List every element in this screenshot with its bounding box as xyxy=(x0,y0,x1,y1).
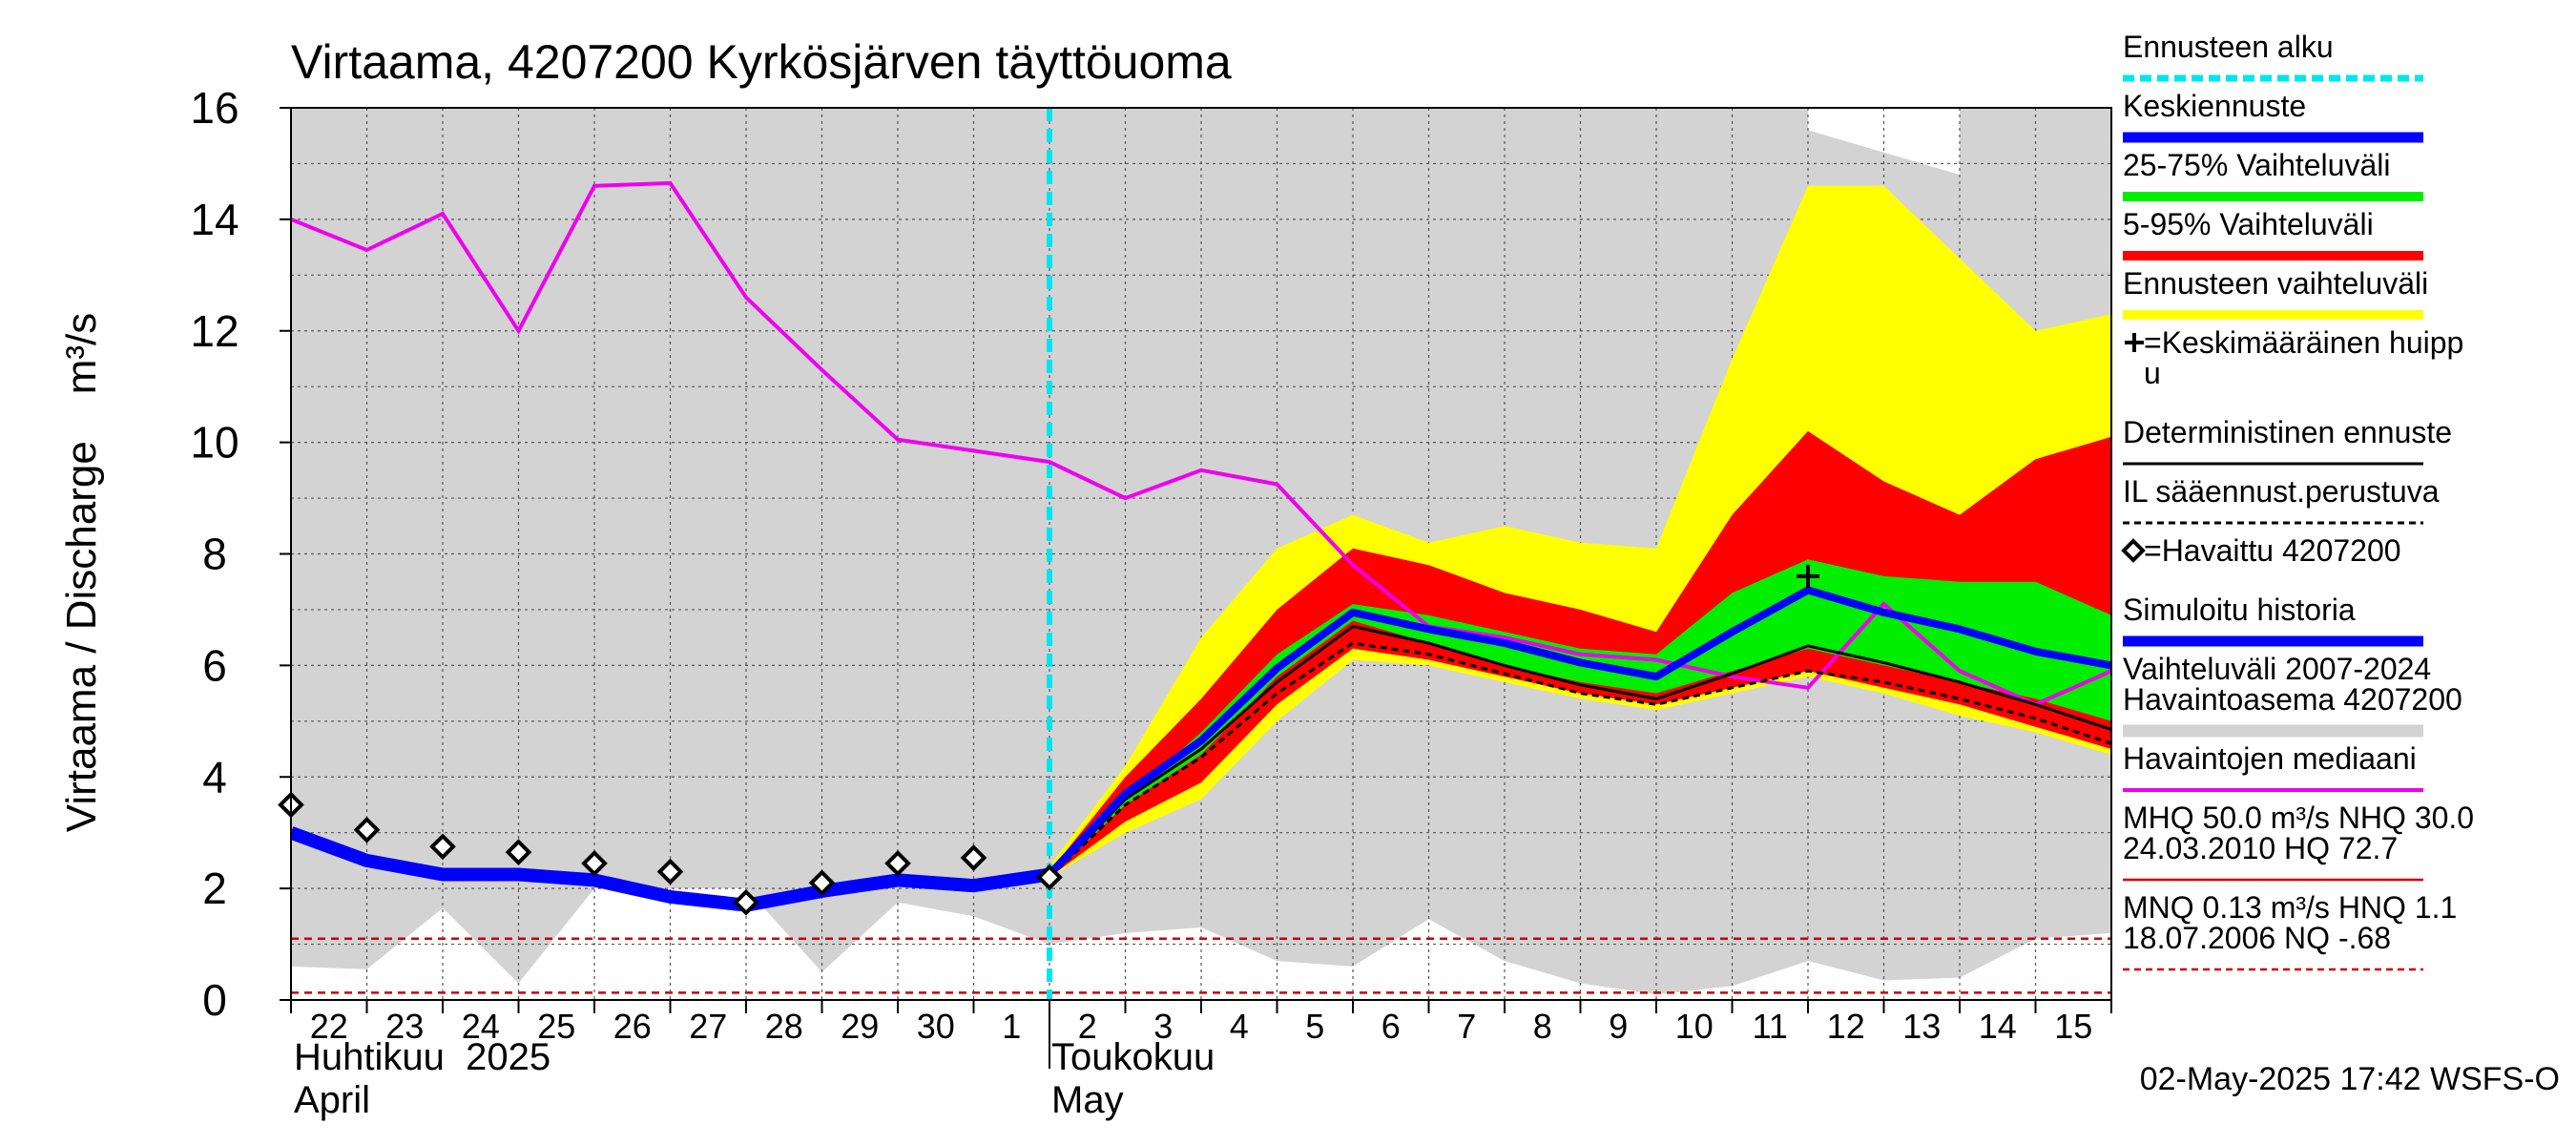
month-label-april-fi: Huhtikuu 2025 xyxy=(294,1036,551,1078)
deterministic-line xyxy=(1048,624,2111,879)
legend-label: Ennusteen vaihteluväli xyxy=(2123,266,2428,301)
plot-area xyxy=(278,107,2112,1001)
y-tick-label: 14 xyxy=(190,195,239,244)
legend-label: Havaintoasema 4207200 xyxy=(2123,682,2462,717)
observed-point xyxy=(581,849,608,877)
y-tick-label: 10 xyxy=(190,418,239,468)
forecast-range-band xyxy=(1049,185,2111,878)
x-tick-label: 24 xyxy=(462,1007,500,1046)
x-tick-label: 2 xyxy=(1078,1007,1097,1046)
x-tick-label: 9 xyxy=(1609,1007,1628,1046)
legend: Ennusteen alku Keskiennuste 25-75% Vaihtel… xyxy=(2121,30,2474,971)
legend-entry-p5-95: 5-95% Vaihteluväli xyxy=(2123,207,2423,260)
x-tick-label: 10 xyxy=(1675,1007,1714,1046)
timestamp: 02-May-2025 17:42 WSFS-O xyxy=(2140,1061,2560,1097)
observed-point xyxy=(656,858,684,885)
legend-label: 25-75% Vaihteluväli xyxy=(2123,148,2390,182)
x-tick-label: 30 xyxy=(917,1007,955,1046)
x-tick-label: 14 xyxy=(1979,1007,2017,1046)
y-tick-label: 16 xyxy=(190,83,239,133)
legend-entry-p25-75: 25-75% Vaihteluväli xyxy=(2123,148,2423,201)
y-tick-label: 0 xyxy=(202,975,227,1025)
legend-entry-mnq: MNQ 0.13 m³/s HNQ 1.118.07.2006 NQ -.68 xyxy=(2123,890,2457,971)
observed-point xyxy=(960,844,987,871)
plot-content xyxy=(291,108,2111,1000)
y-axis-label: Virtaama / Discharge m³/s xyxy=(58,313,105,832)
x-tick-label: 6 xyxy=(1381,1007,1401,1046)
mean-peak-marker xyxy=(1797,564,1819,588)
legend-entry-simulated-history: Simuloitu historia xyxy=(2123,593,2423,647)
legend-label: Deterministinen ennuste xyxy=(2123,415,2452,449)
legend-entry-historical-range: Vaihteluväli 2007-2024 Havaintoasema 420… xyxy=(2123,652,2462,738)
median-line xyxy=(291,180,2111,707)
legend-marker-diamond xyxy=(2121,538,2146,563)
legend-entry-forecast-start: Ennusteen alku xyxy=(2123,30,2423,82)
month-label-may-en: May xyxy=(1051,1079,1124,1121)
month-label-may-fi: Toukokuu xyxy=(1051,1036,1215,1078)
legend-label: Simuloitu historia xyxy=(2123,593,2356,627)
legend-label: u xyxy=(2144,356,2161,390)
x-tick-label: 11 xyxy=(1753,1007,1788,1046)
x-tick-label: 15 xyxy=(2054,1007,2092,1046)
y-tick-label: 8 xyxy=(202,530,227,579)
legend-label: 24.03.2010 HQ 72.7 xyxy=(2123,831,2398,865)
legend-entry-median: Havaintojen mediaani xyxy=(2123,741,2423,792)
x-tick-label: 12 xyxy=(1827,1007,1865,1046)
legend-entry-deterministic: Deterministinen ennuste xyxy=(2123,415,2452,466)
x-tick-label: 7 xyxy=(1457,1007,1476,1046)
y-tick-label: 12 xyxy=(190,306,239,356)
legend-label: Havaintojen mediaani xyxy=(2123,741,2417,776)
y-tick-label: 6 xyxy=(202,640,227,690)
legend-label: Keskiennuste xyxy=(2123,89,2306,123)
legend-label: Vaihteluväli 2007-2024 xyxy=(2123,652,2431,686)
legend-entry-mean-forecast: Keskiennuste xyxy=(2123,89,2423,143)
x-tick-label: 8 xyxy=(1533,1007,1552,1046)
simulated-history-line xyxy=(291,826,1051,912)
legend-entry-forecast-range: Ennusteen vaihteluväli xyxy=(2123,266,2428,320)
x-tick-label: 3 xyxy=(1153,1007,1173,1046)
legend-label: 18.07.2006 NQ -.68 xyxy=(2123,921,2391,955)
x-tick-label: 28 xyxy=(765,1007,803,1046)
legend-label: IL sääennust.perustuva xyxy=(2123,474,2440,509)
legend-label: Ennusteen alku xyxy=(2123,30,2334,64)
x-tick-label: 22 xyxy=(310,1007,348,1046)
mean-forecast-line xyxy=(1047,586,2111,878)
x-tick-label: 23 xyxy=(385,1007,424,1046)
x-tick-label: 5 xyxy=(1305,1007,1324,1046)
x-tick-label: 26 xyxy=(613,1007,652,1046)
observed-point xyxy=(353,816,381,843)
observed-point xyxy=(884,849,911,877)
il-forecast-line xyxy=(1048,641,2111,879)
legend-label: =Keskimääräinen huipp xyxy=(2144,325,2463,360)
legend-label: 5-95% Vaihteluväli xyxy=(2123,207,2374,241)
observed-point xyxy=(429,833,456,861)
legend-entry-mhq: MHQ 50.0 m³/s NHQ 30.024.03.2010 HQ 72.7 xyxy=(2123,801,2474,882)
observed-point xyxy=(808,869,836,897)
y-tick-label: 4 xyxy=(202,752,227,802)
y-tick-label: 2 xyxy=(202,864,227,913)
legend-label: MHQ 50.0 m³/s NHQ 30.0 xyxy=(2123,801,2474,835)
observed-point xyxy=(733,888,759,916)
month-label-april-en: April xyxy=(294,1079,370,1121)
legend-entry-il-forecast: IL sääennust.perustuva xyxy=(2123,474,2440,525)
x-tick-label: 1 xyxy=(1002,1007,1021,1046)
observed-point xyxy=(1036,864,1063,891)
legend-entry-observed: =Havaittu 4207200 xyxy=(2121,533,2401,568)
observed-point xyxy=(505,839,532,865)
x-tick-label: 27 xyxy=(689,1007,727,1046)
x-axis-ticks: 22 23 24 25 26 27 28 29 30 1 2 3 4 5 6 7 8 9 10 11 12 13 14 15 xyxy=(290,1000,2112,1069)
legend-label: =Havaittu 4207200 xyxy=(2144,533,2401,568)
x-tick-label: 29 xyxy=(841,1007,879,1046)
x-tick-label: 13 xyxy=(1902,1007,1941,1046)
x-tick-label: 4 xyxy=(1230,1007,1249,1046)
legend-label: MNQ 0.13 m³/s HNQ 1.1 xyxy=(2123,890,2457,925)
y-axis-ticks: 0 2 4 6 8 10 12 14 16 xyxy=(190,83,291,1025)
x-tick-label: 25 xyxy=(537,1007,575,1046)
chart-title: Virtaama, 4207200 Kyrkösjärven täyttöuom… xyxy=(291,35,1232,89)
